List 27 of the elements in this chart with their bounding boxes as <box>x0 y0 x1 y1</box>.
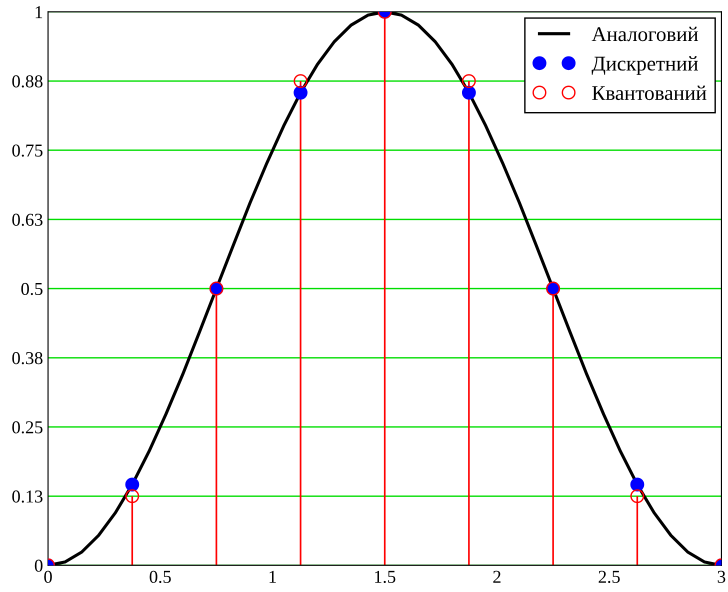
y-tick-label: 0.63 <box>12 214 42 226</box>
y-tick-label: 0.13 <box>12 490 42 503</box>
x-tick-label: 1 <box>270 570 276 583</box>
y-tick-label: 0.5 <box>21 282 42 296</box>
y-tick-label: 0.75 <box>12 144 42 157</box>
point <box>294 74 308 88</box>
x-tick-label: 3 <box>718 570 726 583</box>
point <box>630 478 644 492</box>
x-tick-label: 2 <box>493 570 500 583</box>
x-tick-label: 0 <box>44 570 52 583</box>
x-tick-label: 1.5 <box>375 570 396 584</box>
y-tick-label: 0.88 <box>12 75 42 88</box>
y-tick-label: 1 <box>36 6 42 18</box>
legend-label: Квантований <box>592 86 706 100</box>
point <box>125 478 140 492</box>
y-tick-label: 0.25 <box>12 421 42 434</box>
legend-label: Аналоговий <box>592 26 698 42</box>
x-tick-label: 0.5 <box>150 570 171 584</box>
y-tick-label: 0.38 <box>12 352 42 364</box>
y-tick-label: 0 <box>34 560 42 572</box>
point <box>462 74 476 88</box>
point <box>125 489 140 504</box>
x-tick-label: 2.5 <box>598 570 620 584</box>
point <box>630 489 644 504</box>
legend-label: Дискретний <box>592 56 698 75</box>
point <box>462 86 476 100</box>
point <box>294 86 308 100</box>
